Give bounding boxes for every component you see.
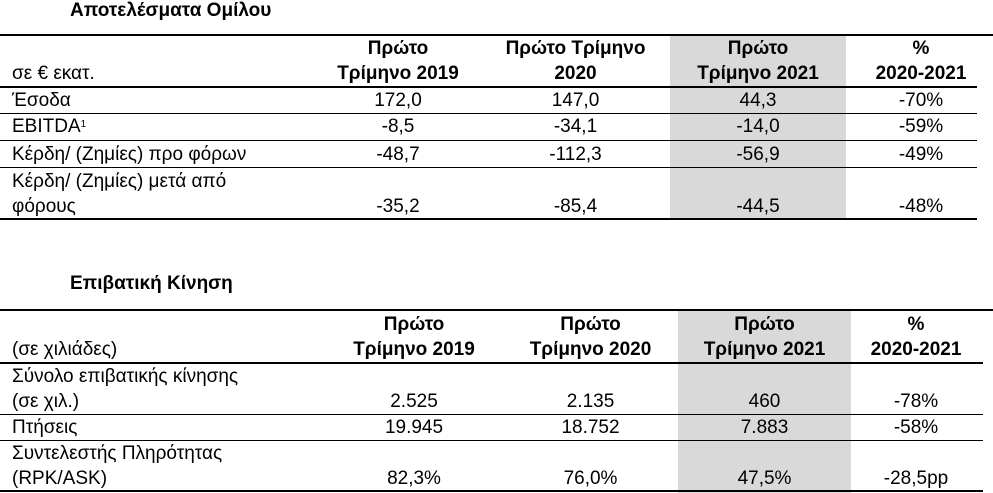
table1-row-ebitda-change: -59%	[898, 116, 944, 137]
table2-row-rule	[0, 440, 983, 441]
table2-header-rule	[0, 362, 983, 364]
table2-row-passengers-label-line2: (σε χιλ.)	[12, 391, 80, 412]
table2-title: Επιβατική Κίνηση	[70, 273, 233, 294]
table2-row-loadfactor-2021: 47,5%	[737, 468, 792, 489]
table2-top-rule	[0, 309, 993, 311]
table1-col2-header-line2: 2020	[554, 63, 597, 84]
table1-row-ebt-2019: -48,7	[376, 144, 420, 165]
table2-row-flights-change: -58%	[893, 417, 939, 438]
table1-highlight-column	[670, 35, 846, 219]
table1-row-net-2019: -35,2	[376, 196, 420, 217]
table2-row-passengers-change: -78%	[893, 391, 939, 412]
table2-row-loadfactor-label-line2: (RPK/ASK)	[12, 468, 108, 489]
table1-row-revenue-2020: 147,0	[551, 90, 600, 111]
ebitda-label-text: EBITDA	[12, 116, 81, 137]
table2-row-passengers-2021: 460	[748, 391, 781, 412]
table2-row-passengers-2019: 2.525	[390, 391, 438, 412]
table1-col4-header-line1: %	[912, 38, 930, 59]
table2-highlight-column	[678, 311, 851, 493]
table2-col3-header-line1: Πρώτο	[734, 314, 795, 335]
table1-row-net-label-line1: Κέρδη/ (Ζημίες) μετά από	[12, 171, 227, 192]
table2-row-flights-label: Πτήσεις	[12, 417, 78, 438]
table2-col4-header-line2: 2020-2021	[870, 339, 962, 360]
table2-col1-header-line2: Τρίμηνο 2019	[353, 339, 475, 360]
table1-row-revenue-change: -70%	[898, 90, 944, 111]
table2-row-loadfactor-change: -28,5pp	[883, 468, 949, 489]
table1-col1-header-line1: Πρώτο	[367, 38, 429, 59]
table1-row-rule	[0, 167, 977, 168]
table2-row-loadfactor-2020: 76,0%	[563, 468, 618, 489]
table1-row-ebitda-label: EBITDA1	[12, 114, 86, 139]
table2-col4-header-line1: %	[907, 314, 925, 335]
table2-row-flights-2021: 7.883	[740, 417, 789, 438]
table2-row-rule	[0, 414, 983, 415]
table1-row-revenue-label: Έσοδα	[12, 90, 71, 111]
table1-row-ebt-label: Κέρδη/ (Ζημίες) προ φόρων	[12, 144, 247, 165]
table2-row-passengers-label-line1: Σύνολο επιβατικής κίνησης	[12, 366, 239, 387]
table1-row-ebt-change: -49%	[898, 144, 944, 165]
table1-row-revenue-2019: 172,0	[374, 90, 422, 111]
table1-row-rule	[0, 140, 977, 141]
table1-row-ebitda-2021: -14,0	[736, 116, 780, 137]
table2-row-loadfactor-2019: 82,3%	[387, 468, 441, 489]
table1-row-net-change: -48%	[898, 196, 944, 217]
table1-row-net-label-line2: φόρους	[12, 196, 76, 217]
table1-row-ebt-2020: -112,3	[549, 144, 602, 165]
table1-row-rule	[0, 113, 977, 114]
table2-col3-header-line2: Τρίμηνο 2021	[703, 339, 826, 360]
table1-row-ebitda-2019: -8,5	[381, 116, 415, 137]
table1-row-ebt-2021: -56,9	[736, 144, 780, 165]
table1-header-rule	[0, 86, 977, 88]
table2-row-passengers-2020: 2.135	[566, 391, 615, 412]
table2-col1-header-line1: Πρώτο	[383, 314, 445, 335]
table1-row-ebitda-2020: -34,1	[553, 116, 598, 137]
table1-row-revenue-2021: 44,3	[739, 90, 777, 111]
table1-title: Αποτελέσματα Ομίλου	[70, 0, 272, 21]
table1-col4-header-line2: 2020-2021	[875, 63, 967, 84]
table1-col3-header-line2: Τρίμηνο 2021	[697, 63, 819, 84]
table1-row-net-2021: -44,5	[736, 196, 780, 217]
table2-col2-header-line1: Πρώτο	[560, 314, 621, 335]
table1-top-rule	[0, 34, 993, 36]
table2-row-flights-2019: 19.945	[384, 417, 444, 438]
table2-unit-label: (σε χιλιάδες)	[12, 339, 118, 360]
table2-bottom-rule	[0, 490, 983, 492]
table1-col1-header-line2: Τρίμηνο 2019	[337, 63, 459, 84]
table1-bottom-rule	[0, 218, 977, 220]
table1-row-net-2020: -85,4	[553, 196, 598, 217]
table2-row-loadfactor-label-line1: Συντελεστής Πληρότητας	[12, 443, 223, 464]
table1-unit-label: σε € εκατ.	[12, 63, 95, 84]
table1-col3-header-line1: Πρώτο	[727, 38, 789, 59]
table2-row-flights-2020: 18.752	[561, 417, 620, 438]
ebitda-footnote-marker: 1	[80, 119, 87, 130]
table1-col2-header-line1: Πρώτο Τρίμηνο	[505, 38, 646, 59]
table2-col2-header-line2: Τρίμηνο 2020	[529, 339, 652, 360]
